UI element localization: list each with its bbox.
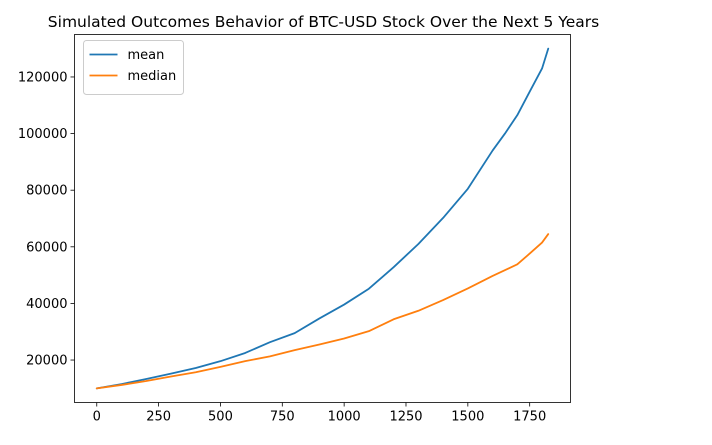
x-axis: 0 250 500 750 1000 1250 1500 1750 — [93, 402, 546, 425]
series-line-mean — [95, 47, 550, 390]
y-tick-label: 60000 — [26, 240, 67, 255]
y-axis: 20000 40000 60000 80000 100000 120000 — [18, 70, 75, 369]
series-line-median — [95, 233, 550, 390]
y-tick-label: 40000 — [26, 297, 67, 312]
x-tick-label: 0 — [93, 410, 101, 425]
y-tick-label: 100000 — [18, 127, 68, 142]
plot-area — [74, 34, 571, 403]
y-tick-label: 80000 — [26, 184, 67, 199]
series-layer — [95, 47, 550, 390]
axes-frame — [74, 34, 571, 403]
chart-title: Simulated Outcomes Behavior of BTC-USD S… — [48, 13, 599, 31]
legend: mean median — [83, 40, 184, 95]
legend-label-median: median — [128, 69, 177, 84]
x-tick-label: 1000 — [328, 410, 361, 425]
x-tick-label: 250 — [146, 410, 171, 425]
x-tick-label: 1250 — [389, 410, 422, 425]
y-tick-label: 120000 — [18, 70, 68, 85]
x-tick-label: 500 — [208, 410, 233, 425]
x-tick-label: 1750 — [513, 410, 546, 425]
legend-label-mean: mean — [128, 48, 165, 63]
axes-layer — [74, 34, 571, 403]
y-tick-label: 20000 — [26, 354, 67, 369]
x-tick-label: 750 — [270, 410, 295, 425]
x-tick-label: 1500 — [451, 410, 484, 425]
